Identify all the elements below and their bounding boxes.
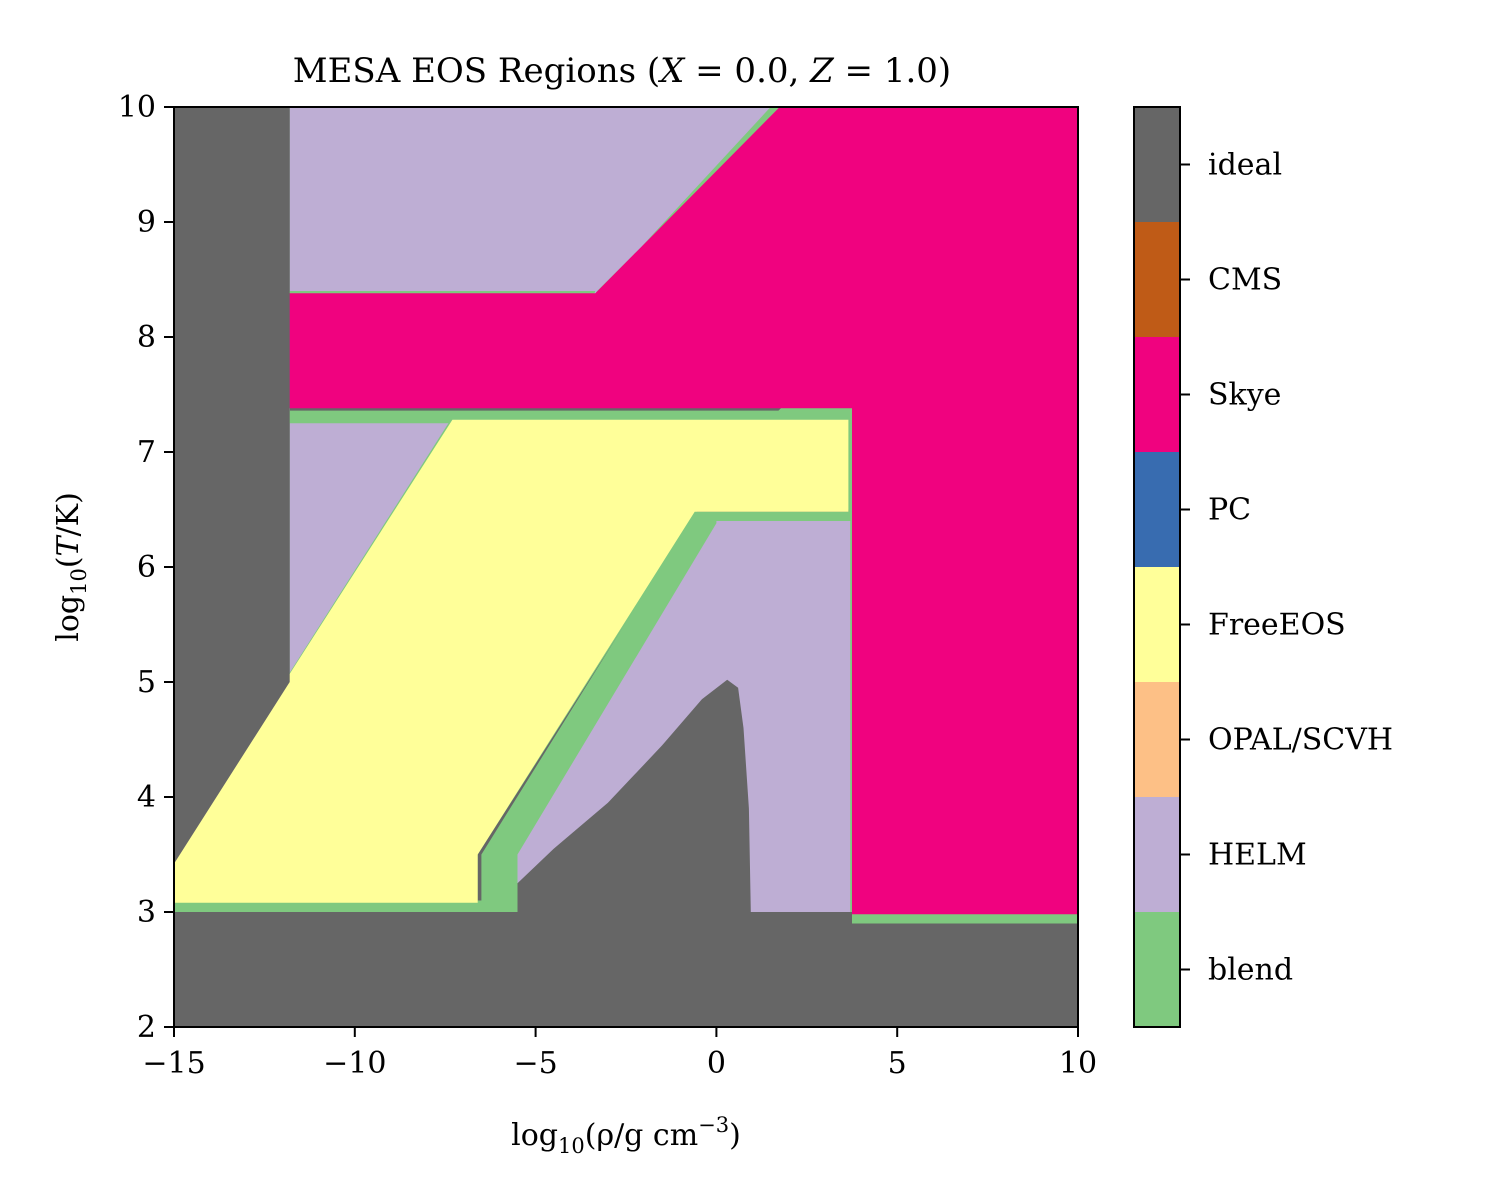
y-tick-label: 3 — [137, 895, 156, 930]
colorbar-swatch-blend — [1134, 912, 1180, 1028]
colorbar-swatch-ideal — [1134, 107, 1180, 223]
region-ideal-11 — [174, 679, 1078, 1027]
x-tick-label: −10 — [323, 1046, 386, 1081]
colorbar-swatch-opal-scvh — [1134, 682, 1180, 798]
colorbar-swatch-skye — [1134, 337, 1180, 453]
chart-title: MESA EOS Regions (X = 0.0, Z = 1.0) — [293, 51, 951, 91]
x-tick-label: 5 — [888, 1046, 907, 1081]
colorbar-label-freeeos: FreeEOS — [1208, 608, 1346, 643]
colorbar: ideal CMS Skye PC FreeEOS OPAL/SCVH HELM blend — [1133, 106, 1393, 1028]
colorbar-label-blend: blend — [1208, 953, 1293, 988]
colorbar-label-cms: CMS — [1208, 263, 1282, 298]
colorbar-label-ideal: ideal — [1208, 148, 1282, 183]
y-tick-label: 5 — [137, 665, 156, 700]
y-tick-label: 9 — [137, 205, 156, 240]
region-skye-9 — [282, 107, 1078, 915]
y-axis: 2 3 4 5 6 7 8 9 10 — [118, 90, 174, 1045]
colorbar-label-pc: PC — [1208, 493, 1251, 528]
colorbar-label-helm: HELM — [1208, 838, 1307, 873]
y-tick-label: 2 — [137, 1010, 156, 1045]
x-tick-label: 0 — [707, 1046, 726, 1081]
colorbar-swatch-helm — [1134, 797, 1180, 913]
y-tick-label: 7 — [137, 435, 156, 470]
region-ideal-10 — [174, 107, 290, 1027]
y-tick-label: 8 — [137, 320, 156, 355]
x-tick-label: −5 — [513, 1046, 557, 1081]
y-axis-label: log10(T/K) — [51, 492, 91, 642]
colorbar-swatch-freeeos — [1134, 567, 1180, 683]
x-axis-label: log10(ρ/g cm−3) — [511, 1113, 741, 1158]
x-tick-label: 10 — [1059, 1046, 1097, 1081]
colorbar-frame — [1133, 106, 1181, 1028]
x-tick-label: −15 — [142, 1046, 205, 1081]
colorbar-label-opal-scvh: OPAL/SCVH — [1208, 723, 1393, 758]
y-tick-label: 10 — [118, 90, 156, 125]
y-tick-label: 6 — [137, 550, 156, 585]
colorbar-swatch-cms — [1134, 222, 1180, 338]
x-axis: −15 −10 −5 0 5 10 — [142, 1027, 1097, 1081]
y-tick-label: 4 — [137, 780, 156, 815]
colorbar-swatch-pc — [1134, 452, 1180, 568]
colorbar-label-skye: Skye — [1208, 378, 1281, 413]
region-freeeos-8 — [174, 419, 849, 903]
region-layer — [174, 107, 1078, 1027]
